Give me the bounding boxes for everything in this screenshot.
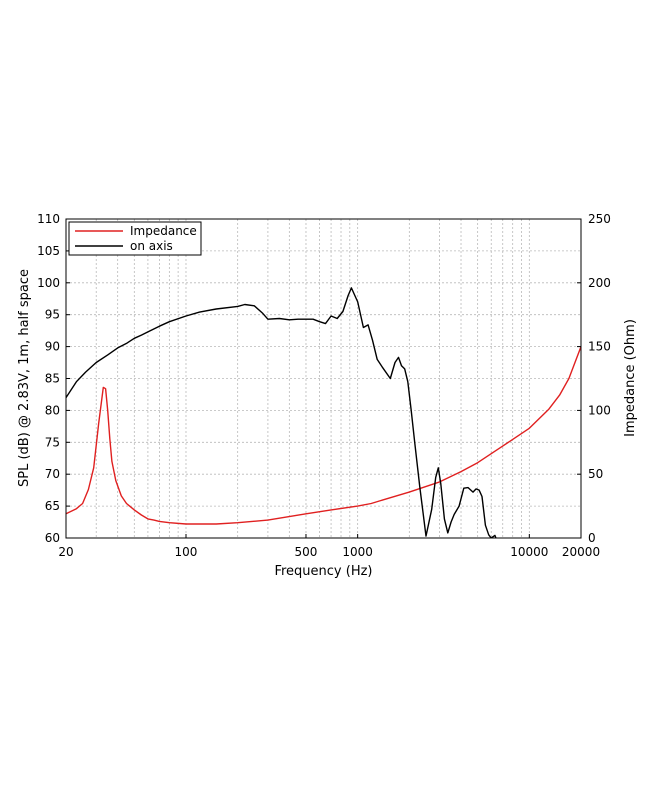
x-tick-label: 10000 xyxy=(510,545,548,559)
y-right-tick-label: 250 xyxy=(588,212,611,226)
legend-label-impedance: Impedance xyxy=(130,224,197,238)
y-left-tick-label: 60 xyxy=(45,531,60,545)
y-left-tick-label: 105 xyxy=(37,244,60,258)
x-tick-label: 1000 xyxy=(342,545,373,559)
y-right-tick-label: 200 xyxy=(588,276,611,290)
y-left-tick-label: 70 xyxy=(45,467,60,481)
x-tick-label: 500 xyxy=(295,545,318,559)
legend: Impedance on axis xyxy=(68,221,202,256)
x-tick-label: 20 xyxy=(58,545,73,559)
legend-box xyxy=(68,221,202,256)
y-axis-left-label: SPL (dB) @ 2.83V, 1m, half space xyxy=(17,269,32,487)
x-tick-label: 20000 xyxy=(562,545,600,559)
y-left-tick-label: 90 xyxy=(45,340,60,354)
y-right-tick-label: 0 xyxy=(588,531,596,545)
x-axis-label: Frequency (Hz) xyxy=(274,564,372,579)
y-right-tick-label: 50 xyxy=(588,467,603,481)
y-right-tick-label: 150 xyxy=(588,340,611,354)
tick-labels: 20 100 500 1000 10000 20000606570758085909510… xyxy=(37,212,611,559)
x-tick-label: 100 xyxy=(175,545,198,559)
y-left-tick-label: 75 xyxy=(45,435,60,449)
y-right-tick-label: 100 xyxy=(588,403,611,417)
y-left-tick-label: 100 xyxy=(37,276,60,290)
y-left-tick-label: 110 xyxy=(37,212,60,226)
y-left-tick-label: 95 xyxy=(45,308,60,322)
series-line-impedance xyxy=(66,346,581,525)
series-lines xyxy=(66,287,581,538)
series-line-on-axis xyxy=(66,287,497,538)
y-left-tick-label: 85 xyxy=(45,372,60,386)
legend-label-on-axis: on axis xyxy=(130,239,173,253)
grid-lines xyxy=(66,219,581,538)
y-left-tick-label: 65 xyxy=(45,499,60,513)
y-left-tick-label: 80 xyxy=(45,403,60,417)
y-axis-right-label: Impedance (Ohm) xyxy=(623,319,638,437)
